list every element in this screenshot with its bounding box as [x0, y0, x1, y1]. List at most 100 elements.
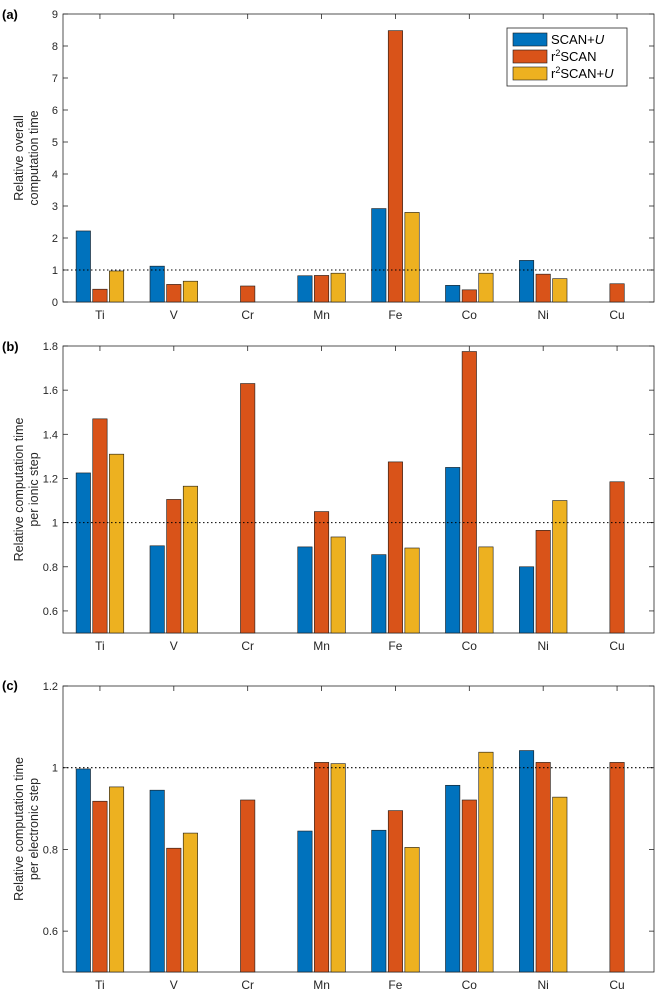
x-tick-label: Mn — [313, 308, 330, 322]
y-tick-label: 1.2 — [43, 681, 58, 693]
legend-swatch — [512, 49, 548, 64]
bar-fe-scan-plus-u — [371, 208, 387, 303]
bar-co-r2scan-plus-u — [478, 272, 494, 303]
bar-mn-r2scan-plus-u — [330, 536, 346, 634]
x-tick-label: Cu — [609, 978, 624, 992]
y-tick-label: 6 — [52, 105, 58, 117]
bar-ti-scan-plus-u — [75, 230, 91, 303]
bar-fe-r2scan-plus-u — [404, 212, 420, 303]
legend-text-rest: SCAN — [560, 49, 596, 64]
y-axis-label-line: per electronic step — [27, 778, 41, 880]
legend-swatch — [512, 66, 548, 81]
legend-superscript: 2 — [555, 65, 560, 75]
bar-v-r2scan-plus-u — [182, 280, 198, 303]
bar-ni-r2scan-plus-u — [552, 796, 568, 973]
x-tick-label: Fe — [388, 639, 402, 653]
y-tick-label: 0 — [52, 297, 58, 309]
bar-cr-r2scan — [240, 799, 256, 973]
x-tick-label: Mn — [313, 639, 330, 653]
axes-box — [62, 685, 655, 973]
bar-cr-r2scan — [240, 285, 256, 303]
bar-co-scan-plus-u — [445, 467, 461, 634]
bar-fe-scan-plus-u — [371, 554, 387, 634]
y-tick-label: 0.8 — [43, 562, 58, 574]
bar-ni-r2scan — [535, 530, 551, 634]
x-tick-label: V — [170, 308, 178, 322]
legend-swatch — [512, 32, 548, 47]
legend-text-base: r — [551, 66, 556, 81]
x-tick-label: V — [170, 978, 178, 992]
y-tick-label: 0.8 — [43, 844, 58, 856]
y-axis-label-line: Relative computation time — [12, 757, 26, 901]
bar-co-scan-plus-u — [445, 285, 461, 303]
bar-ti-scan-plus-u — [75, 472, 91, 634]
bar-ti-r2scan — [92, 800, 108, 973]
x-tick-label: Cu — [609, 639, 624, 653]
y-tick-label: 5 — [52, 137, 58, 149]
bar-ti-r2scan-plus-u — [109, 270, 125, 303]
x-tick-label: Ni — [538, 639, 549, 653]
bar-fe-r2scan — [387, 461, 403, 634]
bar-mn-r2scan-plus-u — [330, 763, 346, 973]
bar-ni-scan-plus-u — [519, 750, 535, 973]
x-tick-label: Co — [462, 978, 478, 992]
axes-box — [62, 345, 655, 634]
x-tick-label: Ni — [538, 308, 549, 322]
y-axis-label: Relative overallcomputation time — [12, 110, 41, 205]
y-tick-label: 3 — [52, 201, 58, 213]
chart-panel-1: (a) 0 1 2 3 4 5 6 7 8 9 Relative overallcomputation… — [2, 7, 655, 322]
x-tick-label: Cu — [609, 308, 624, 322]
bar-v-scan-plus-u — [149, 265, 165, 303]
bar-ni-scan-plus-u — [519, 566, 535, 634]
legend-superscript: 2 — [555, 48, 560, 58]
bar-cr-r2scan — [240, 383, 256, 634]
bar-ni-scan-plus-u — [519, 260, 535, 303]
x-tick-label: Mn — [313, 978, 330, 992]
y-tick-label: 1.2 — [43, 473, 58, 485]
x-tick-label: Cr — [241, 978, 254, 992]
legend-italic: U — [604, 66, 614, 81]
y-axis-label: Relative computation timeper electronic … — [12, 757, 41, 901]
x-tick-label: Ti — [95, 639, 105, 653]
panel-label: (a) — [2, 7, 18, 22]
y-tick-label: 7 — [52, 73, 58, 85]
bar-ni-r2scan-plus-u — [552, 278, 568, 303]
bar-ni-r2scan — [535, 762, 551, 973]
y-tick-label: 1.8 — [43, 341, 58, 353]
bar-ti-scan-plus-u — [75, 768, 91, 973]
bar-mn-scan-plus-u — [297, 546, 313, 634]
legend-text-rest: SCAN+ — [560, 66, 604, 81]
legend-entry-label: r2SCAN+U — [551, 65, 614, 81]
panel-label: (b) — [2, 339, 19, 354]
y-tick-label: 4 — [52, 169, 58, 181]
x-tick-label: Fe — [388, 308, 402, 322]
x-tick-label: Co — [462, 308, 478, 322]
x-tick-label: V — [170, 639, 178, 653]
bar-mn-scan-plus-u — [297, 830, 313, 973]
bar-fe-scan-plus-u — [371, 829, 387, 973]
bar-fe-r2scan — [387, 810, 403, 973]
y-tick-label: 1 — [52, 518, 58, 530]
bar-fe-r2scan-plus-u — [404, 547, 420, 634]
bar-ti-r2scan — [92, 288, 108, 303]
bar-fe-r2scan-plus-u — [404, 847, 420, 973]
bar-cu-r2scan — [609, 283, 625, 303]
bar-mn-r2scan — [314, 511, 330, 634]
bar-ti-r2scan-plus-u — [109, 786, 125, 973]
y-tick-label: 2 — [52, 233, 58, 245]
x-tick-label: Co — [462, 639, 478, 653]
panel-label: (c) — [2, 678, 18, 693]
bar-v-scan-plus-u — [149, 545, 165, 634]
y-tick-label: 1.4 — [43, 429, 58, 441]
chart-panel-3: (c) 0.6 0.8 1 1.2 Relative computation timepe… — [2, 678, 655, 992]
bar-ti-r2scan — [92, 418, 108, 634]
y-axis-label-line: Relative overall — [12, 115, 26, 200]
y-axis-label-line: per ionic step — [27, 452, 41, 526]
y-axis-label-line: Relative computation time — [12, 418, 26, 562]
bar-v-r2scan — [166, 284, 182, 303]
x-tick-label: Ni — [538, 978, 549, 992]
bar-co-scan-plus-u — [445, 784, 461, 973]
y-axis-label: Relative computation timeper ionic step — [12, 418, 41, 562]
